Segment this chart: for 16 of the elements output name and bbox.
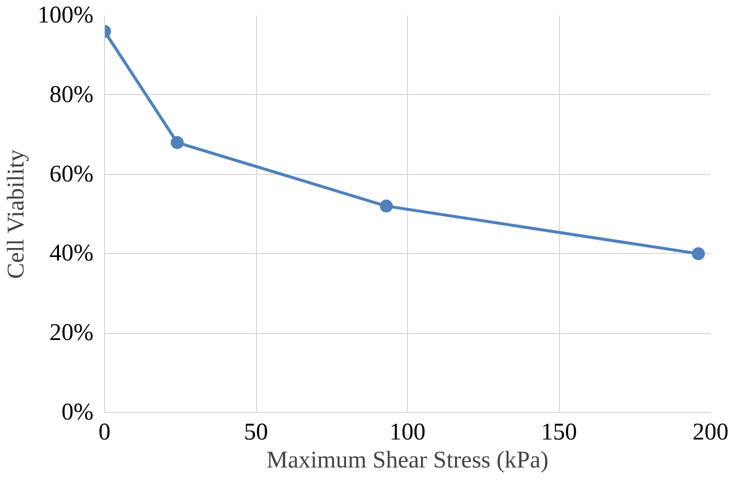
y-tick-label: 40%	[50, 240, 94, 267]
y-axis-title: Cell Viability	[4, 149, 30, 279]
point	[170, 136, 184, 150]
y-tick-label: 20%	[50, 320, 94, 346]
x-tick-label: 150	[541, 420, 577, 446]
x-tick-label: 100	[390, 420, 426, 446]
x-tick-label: 200	[692, 420, 728, 446]
x-tick-label: 50	[244, 420, 268, 446]
point	[380, 200, 393, 213]
y-tick-label: 80%	[50, 82, 94, 108]
y-tick-label: 60%	[50, 161, 94, 188]
x-tick-label: 0	[98, 420, 110, 446]
y-tick-label: 100%	[38, 2, 94, 28]
y-tick-label: 0%	[62, 400, 94, 426]
point	[692, 247, 705, 260]
x-axis-title: Maximum Shear Stress (kPa)	[266, 448, 548, 474]
